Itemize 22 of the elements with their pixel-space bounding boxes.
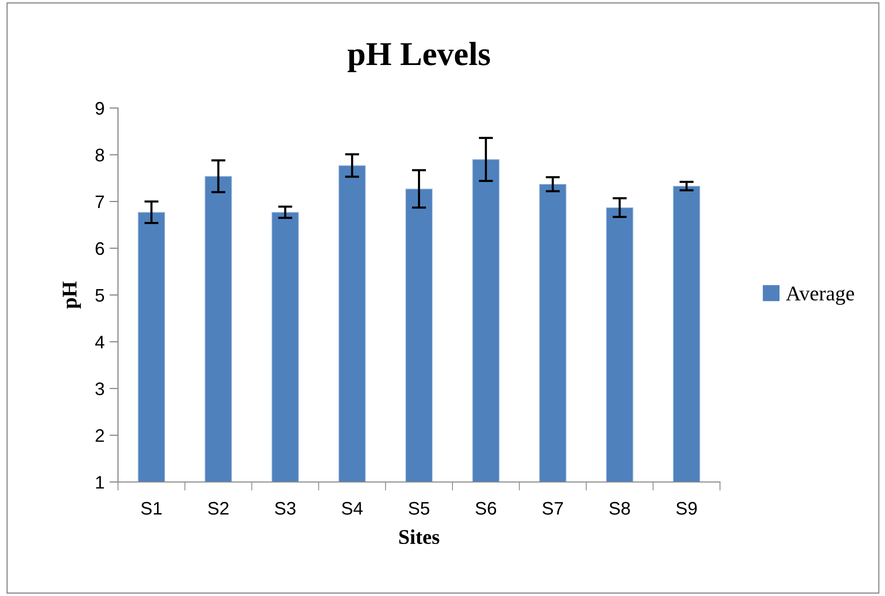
x-tick-label: S6 xyxy=(476,502,496,515)
y-tick-label: 6 xyxy=(96,242,104,255)
y-tick-label: 5 xyxy=(95,289,104,302)
x-tick-label: S3 xyxy=(275,502,296,515)
x-tick-label: S8 xyxy=(609,502,630,515)
legend-label: Average xyxy=(786,286,854,305)
y-axis-title: pH xyxy=(62,281,81,309)
y-tick-label: 8 xyxy=(96,148,104,162)
y-tick-label: 1 xyxy=(96,476,104,489)
x-tick-label: S2 xyxy=(208,502,228,515)
chart-title: pH Levels xyxy=(348,42,490,72)
x-axis-title: Sites xyxy=(399,529,440,544)
x-tick-label: S1 xyxy=(141,502,162,515)
x-tick-label: S5 xyxy=(408,502,430,515)
x-tick-label: S4 xyxy=(342,502,363,515)
y-tick-label: 3 xyxy=(95,382,104,396)
y-tick-label: 4 xyxy=(95,336,104,348)
y-tick-label: 7 xyxy=(96,196,104,208)
y-tick-label: 2 xyxy=(96,429,104,442)
y-tick-label: 9 xyxy=(96,102,104,115)
x-tick-label: S7 xyxy=(542,502,563,515)
x-tick-label: S9 xyxy=(676,502,697,515)
